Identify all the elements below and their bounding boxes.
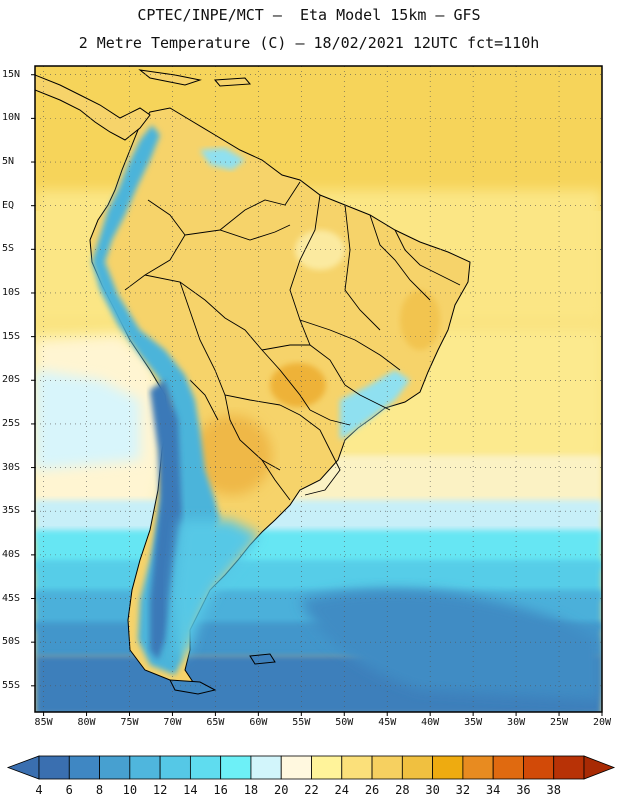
colorbar-box [312, 756, 342, 779]
colorbar-label: 30 [420, 783, 446, 797]
colorbar-box [372, 756, 402, 779]
colorbar-label: 22 [299, 783, 325, 797]
colorbar-label: 16 [208, 783, 234, 797]
map-field [35, 66, 602, 715]
lat-label: 10S [2, 287, 32, 298]
colorbar-label: 14 [177, 783, 203, 797]
lat-label: 5S [2, 243, 32, 254]
colorbar-box [493, 756, 523, 779]
colorbar-label: 34 [480, 783, 506, 797]
colorbar-label: 10 [117, 783, 143, 797]
lat-label: EQ [2, 200, 32, 211]
lat-label: 50S [2, 636, 32, 647]
colorbar-label: 26 [359, 783, 385, 797]
colorbar-box [190, 756, 220, 779]
hotspot-northeast [400, 290, 440, 350]
lon-label: 65W [199, 717, 231, 728]
falkland-islands [250, 654, 275, 664]
colorbar-min-arrow [8, 756, 39, 779]
colorbar-label: 38 [541, 783, 567, 797]
lat-label: 40S [2, 549, 32, 560]
lat-label: 15S [2, 331, 32, 342]
colorbar-box [433, 756, 463, 779]
colorbar-label: 28 [389, 783, 415, 797]
lon-label: 20W [586, 717, 618, 728]
lat-label: 5N [2, 156, 32, 167]
amazon-mild [295, 230, 345, 270]
colorbar-label: 20 [268, 783, 294, 797]
lat-label: 35S [2, 505, 32, 516]
colorbar-box [39, 756, 69, 779]
colorbar [8, 756, 614, 779]
colorbar-label: 18 [238, 783, 264, 797]
lat-label: 55S [2, 680, 32, 691]
colorbar-box [554, 756, 584, 779]
lon-label: 50W [328, 717, 360, 728]
lon-label: 80W [71, 717, 103, 728]
colorbar-box [251, 756, 281, 779]
colorbar-box [463, 756, 493, 779]
colorbar-box [100, 756, 130, 779]
lon-label: 35W [457, 717, 489, 728]
lat-label: 15N [2, 69, 32, 80]
colorbar-box [130, 756, 160, 779]
colorbar-label: 36 [510, 783, 536, 797]
colorbar-label: 6 [56, 783, 82, 797]
colorbar-box [342, 756, 372, 779]
lon-label: 25W [543, 717, 575, 728]
lon-label: 85W [28, 717, 60, 728]
colorbar-label: 8 [87, 783, 113, 797]
colorbar-box [221, 756, 251, 779]
lat-label: 30S [2, 462, 32, 473]
lat-label: 10N [2, 112, 32, 123]
lat-label: 20S [2, 374, 32, 385]
lon-label: 75W [114, 717, 146, 728]
hotspot-pantanal [270, 363, 326, 407]
colorbar-box [69, 756, 99, 779]
lon-label: 55W [285, 717, 317, 728]
lon-label: 45W [371, 717, 403, 728]
colorbar-box [523, 756, 553, 779]
colorbar-box [402, 756, 432, 779]
colorbar-label: 32 [450, 783, 476, 797]
lat-label: 25S [2, 418, 32, 429]
colorbar-max-arrow [584, 756, 614, 779]
colorbar-label: 24 [329, 783, 355, 797]
colorbar-box [281, 756, 311, 779]
lon-label: 40W [414, 717, 446, 728]
colorbar-label: 4 [26, 783, 52, 797]
lon-label: 60W [242, 717, 274, 728]
lon-label: 30W [500, 717, 532, 728]
colorbar-label: 12 [147, 783, 173, 797]
lat-label: 45S [2, 593, 32, 604]
lon-label: 70W [156, 717, 188, 728]
colorbar-box [160, 756, 190, 779]
